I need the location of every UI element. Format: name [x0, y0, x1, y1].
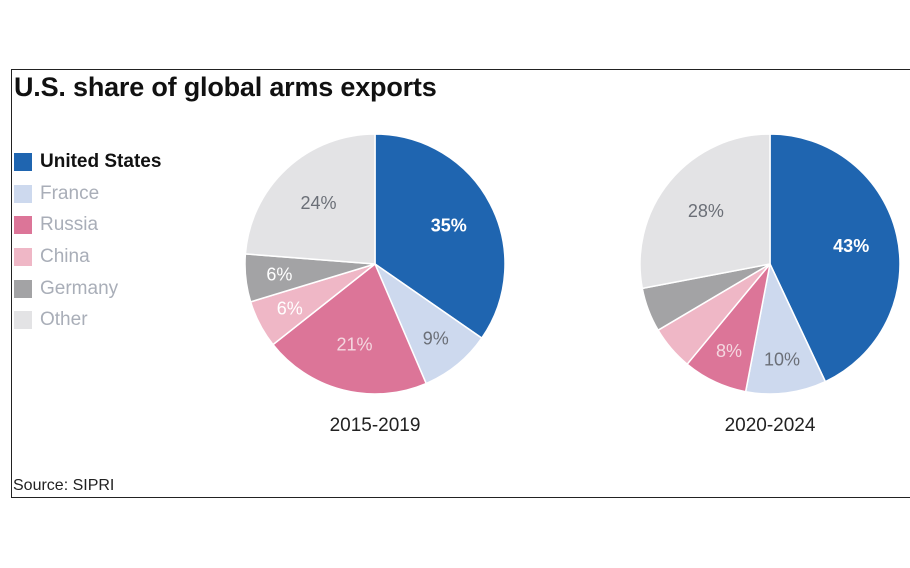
legend-swatch	[14, 279, 32, 298]
slice-label: 8%	[716, 341, 742, 361]
legend-swatch	[14, 247, 32, 266]
legend-swatch	[14, 216, 32, 235]
pie-period-label: 2020-2024	[725, 415, 816, 436]
legend-label: United States	[40, 150, 162, 172]
chart-title: U.S. share of global arms exports	[14, 72, 437, 102]
pie-2020-2024: 43% 10% 8% 28% 2020-2024	[639, 133, 901, 436]
legend-item-russia: Russia	[14, 209, 161, 241]
legend-item-other: Other	[14, 304, 161, 336]
legend-swatch	[14, 311, 32, 330]
slice-label: 43%	[833, 236, 869, 256]
pie-slice-united-states	[374, 133, 506, 340]
pie-slice-other	[639, 133, 771, 290]
slice-label: 35%	[431, 215, 467, 235]
legend-swatch	[14, 184, 32, 203]
legend-label: France	[40, 182, 100, 204]
pie-slice-other	[244, 133, 376, 265]
slice-label: 10%	[764, 349, 800, 369]
pie-slice-france	[744, 261, 827, 395]
legend-item-germany: Germany	[14, 273, 161, 305]
slice-label: 9%	[423, 329, 449, 349]
legend-label: Russia	[40, 214, 99, 236]
legend-item-france: France	[14, 178, 161, 210]
slice-label: 6%	[266, 264, 292, 284]
legend-swatch	[14, 152, 32, 171]
legend-label: Other	[40, 309, 88, 331]
legend-label: China	[40, 245, 90, 267]
pie-slice-russia	[271, 262, 428, 395]
source-note: Source: SIPRI	[13, 477, 115, 494]
slice-label: 24%	[300, 193, 336, 213]
legend: United States France Russia China Germany Oth…	[14, 146, 161, 336]
legend-item-united-states: United States	[14, 146, 161, 178]
slice-label: 21%	[336, 335, 372, 355]
pie-slice-united-states	[769, 133, 901, 383]
pie-period-label: 2015-2019	[330, 415, 421, 436]
slice-label: 28%	[688, 201, 724, 221]
pie-2015-2019: 35% 9% 21% 6% 6% 24% 2015-2019	[244, 133, 506, 436]
slice-label: 6%	[277, 299, 303, 319]
legend-item-china: China	[14, 241, 161, 273]
legend-label: Germany	[40, 277, 119, 299]
